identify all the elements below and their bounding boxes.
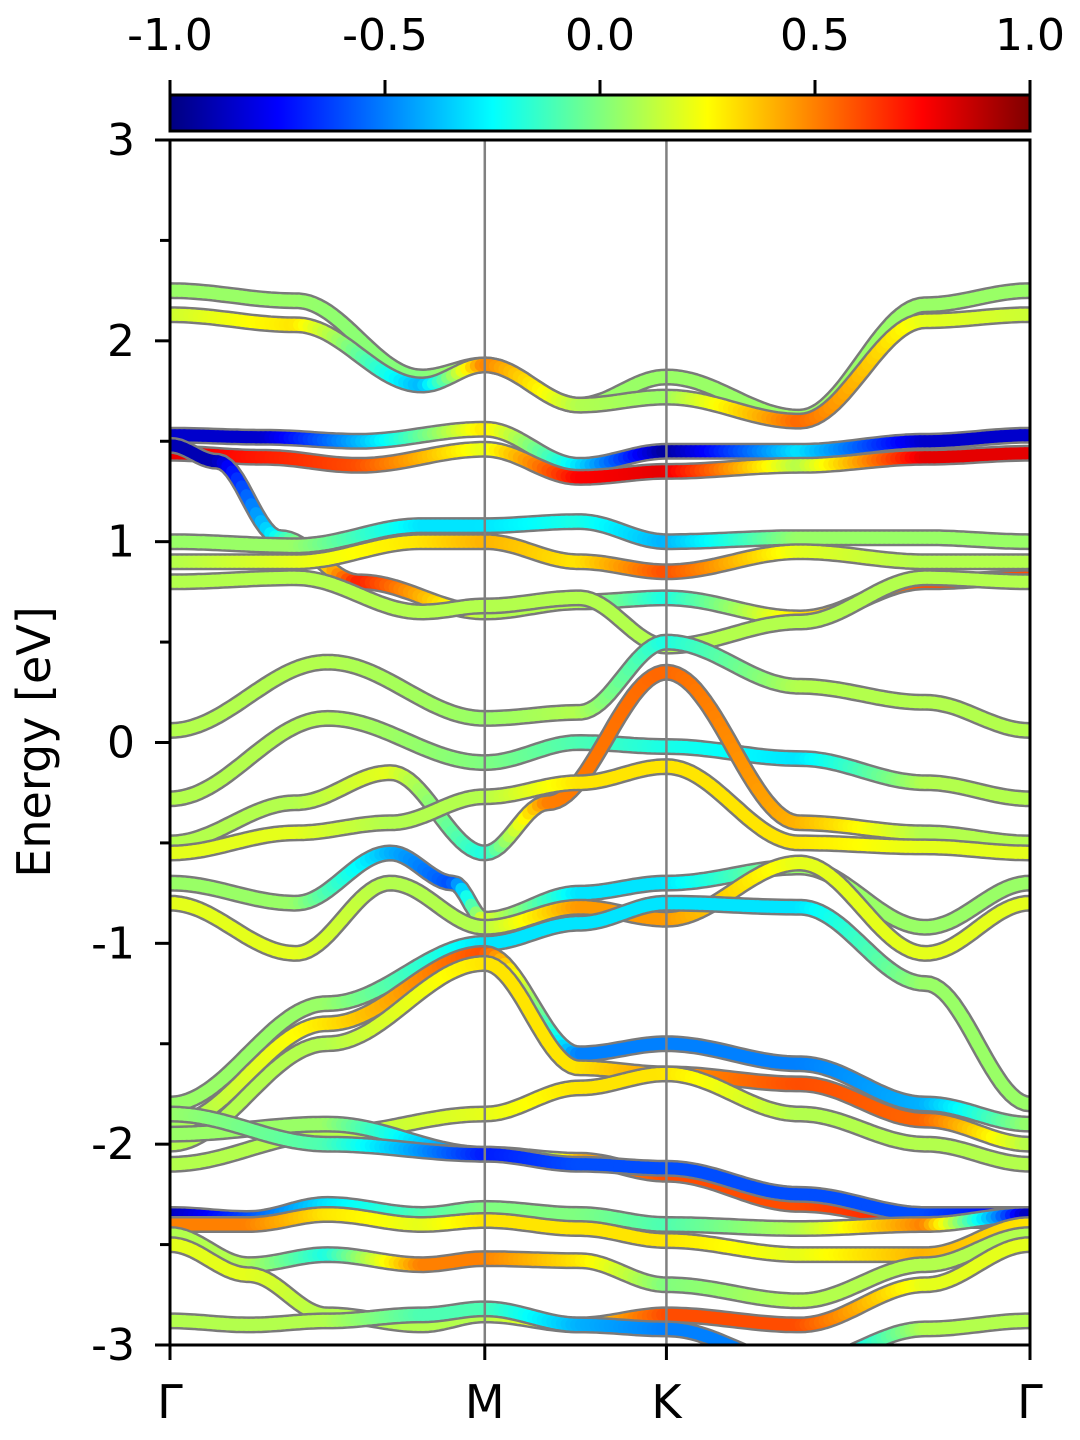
band-segment [743, 1351, 748, 1353]
band-series [170, 1226, 1030, 1310]
band-segment [772, 1361, 777, 1362]
colorbar-tick-label: -1.0 [127, 10, 213, 61]
x-tick-label: K [651, 1375, 683, 1429]
band-segment [848, 1351, 853, 1353]
band-series [170, 1105, 1030, 1223]
band-segment [753, 1355, 758, 1357]
y-tick-label: 1 [107, 517, 135, 568]
x-tick-label: Γ [1017, 1375, 1043, 1429]
band-series [170, 513, 1030, 555]
y-tick-label: 2 [107, 316, 135, 367]
x-tick-label: M [465, 1375, 505, 1429]
band-segment [728, 1341, 743, 1345]
y-axis: -3 -2 -1 0 1 2 3 [91, 115, 170, 1371]
band-series [170, 1206, 1030, 1264]
band-segment [767, 1360, 772, 1361]
band-series [170, 633, 1030, 739]
band-segment [782, 1364, 787, 1365]
band-series [170, 758, 1030, 862]
band-segment [820, 1362, 825, 1363]
band-segment [758, 1357, 763, 1359]
band-series [170, 440, 1030, 486]
band-segment [852, 1343, 863, 1345]
band-segment [777, 1363, 782, 1364]
y-axis-label: Energy [eV] [7, 606, 61, 877]
colorbar-tick-label: 1.0 [995, 10, 1065, 61]
band-series [170, 420, 1030, 474]
bands-layer [170, 282, 1030, 1365]
band-series [170, 894, 1030, 1113]
band-segment [734, 1343, 744, 1345]
colorbar-gradient [168, 93, 1032, 133]
y-tick-label: 3 [107, 115, 135, 166]
band-segment [825, 1360, 830, 1361]
band-segment [834, 1357, 839, 1359]
band-segment [762, 1359, 767, 1361]
band-segment [839, 1355, 844, 1357]
band-series [170, 533, 1030, 581]
band-segment [844, 1353, 849, 1355]
y-tick-label: -2 [91, 1119, 135, 1170]
band-series [170, 663, 1030, 862]
band-segment [748, 1353, 753, 1355]
colorbar-tick-label: 0.0 [565, 10, 635, 61]
band-series [170, 954, 1030, 1153]
band-segment [805, 1364, 810, 1365]
band-segment [815, 1363, 820, 1364]
y-tick-label: 0 [107, 718, 135, 769]
colorbar: -1.0 -0.5 0.0 0.5 1.0 [127, 10, 1065, 133]
band-series [170, 569, 1030, 655]
y-tick-label: -1 [91, 918, 135, 969]
y-tick-label: -3 [91, 1320, 135, 1371]
band-series [170, 306, 1030, 430]
band-segment [829, 1359, 834, 1361]
band-series [170, 844, 1030, 936]
x-tick-label: Γ [157, 1375, 183, 1429]
band-segment [786, 1364, 791, 1365]
band-segment [810, 1364, 815, 1365]
colorbar-ticks: -1.0 -0.5 0.0 0.5 1.0 [127, 10, 1065, 95]
band-series [170, 944, 1030, 1133]
high-symmetry-lines [483, 140, 668, 1345]
band-series [170, 1300, 1030, 1365]
band-segment [853, 1340, 869, 1345]
colorbar-tick-label: -0.5 [342, 10, 428, 61]
colorbar-tick-label: 0.5 [780, 10, 850, 61]
